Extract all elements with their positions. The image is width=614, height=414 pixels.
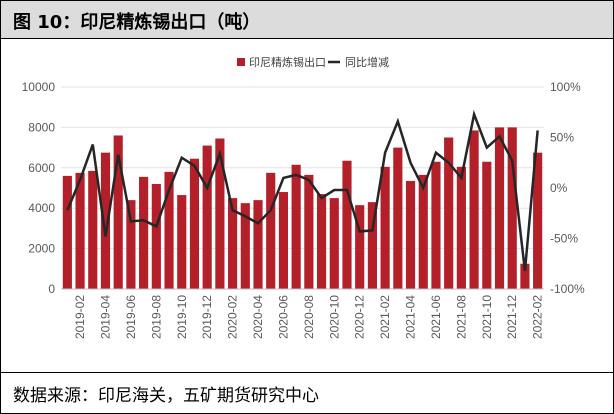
bar-2019-01 xyxy=(62,175,72,289)
bar-2020-02 xyxy=(228,198,238,289)
x-tick-label: 2019-02 xyxy=(73,295,87,339)
x-tick-label: 2021-04 xyxy=(404,295,418,339)
bar-2021-03 xyxy=(393,147,403,289)
x-tick-label: 2021-02 xyxy=(378,295,392,339)
bar-2019-04 xyxy=(100,152,111,289)
bar-series-exports xyxy=(62,127,543,290)
legend: 印尼精炼锡出口 同比增减 xyxy=(237,55,389,69)
bar-2020-11 xyxy=(342,160,352,289)
bar-2019-10 xyxy=(177,195,187,289)
y-left-tick-label: 2000 xyxy=(28,242,55,256)
bar-2019-03 xyxy=(88,170,98,289)
y-axis-right: -100% -50% 0% 50% 100% xyxy=(550,80,585,296)
bar-2021-01 xyxy=(367,202,377,289)
bar-2021-09 xyxy=(469,130,479,289)
bar-2020-10 xyxy=(329,198,339,289)
bar-2020-09 xyxy=(316,194,327,289)
y-left-tick-label: 4000 xyxy=(28,201,55,215)
bar-2020-05 xyxy=(266,172,276,289)
bar-2022-01 xyxy=(520,263,530,289)
x-tick-label: 2022-02 xyxy=(531,295,545,339)
x-tick-label: 2019-08 xyxy=(149,295,163,339)
bar-2021-07 xyxy=(444,137,454,289)
bar-2019-06 xyxy=(126,200,136,289)
bar-2019-07 xyxy=(139,176,149,289)
legend-label-exports: 印尼精炼锡出口 xyxy=(249,55,326,69)
legend-swatch-exports xyxy=(237,58,245,66)
figure-title: 图 10：印尼精炼锡出口（吨） xyxy=(13,12,261,33)
bar-2020-06 xyxy=(278,192,289,289)
x-tick-label: 2019-06 xyxy=(124,295,138,339)
line-series-yoy xyxy=(66,109,539,271)
x-tick-label: 2020-08 xyxy=(302,295,316,339)
x-tick-label: 2019-04 xyxy=(98,295,112,339)
bar-2021-02 xyxy=(380,166,390,289)
bar-2019-09 xyxy=(164,171,174,289)
y-left-tick-label: 10000 xyxy=(22,80,56,94)
bar-2022-02 xyxy=(533,152,543,289)
bar-2020-12 xyxy=(355,205,365,289)
bar-2020-07 xyxy=(291,164,301,289)
y-left-tick-label: 0 xyxy=(48,282,55,296)
bar-2019-08 xyxy=(151,183,161,289)
y-right-tick-label: 0% xyxy=(550,181,568,195)
bar-2019-02 xyxy=(75,172,85,289)
x-tick-label: 2020-12 xyxy=(353,295,367,339)
x-tick-label: 2021-12 xyxy=(505,295,519,339)
y-left-tick-label: 6000 xyxy=(28,161,55,175)
bar-2020-03 xyxy=(240,203,250,289)
bar-2021-11 xyxy=(494,127,505,290)
bar-2021-06 xyxy=(431,161,441,289)
x-axis: 2019-02 2019-04 2019-06 2019-08 2019-10 2019-… xyxy=(73,295,545,339)
bar-2021-08 xyxy=(456,166,466,289)
y-right-tick-label: -50% xyxy=(550,232,578,246)
x-tick-label: 2020-04 xyxy=(251,295,265,339)
x-tick-label: 2021-10 xyxy=(480,295,494,339)
x-tick-label: 2019-10 xyxy=(175,295,189,339)
bar-2019-05 xyxy=(113,135,123,289)
x-tick-label: 2019-12 xyxy=(200,295,214,339)
bar-2020-01 xyxy=(215,138,225,289)
bar-2020-04 xyxy=(253,200,263,289)
y-left-tick-label: 8000 xyxy=(28,120,55,134)
bar-2019-11 xyxy=(189,158,200,289)
x-tick-label: 2021-08 xyxy=(454,295,468,339)
legend-label-yoy: 同比增减 xyxy=(345,55,389,69)
y-right-tick-label: 50% xyxy=(550,131,574,145)
bar-2021-10 xyxy=(482,161,492,289)
bar-2019-12 xyxy=(202,145,212,289)
bar-2021-12 xyxy=(507,127,517,290)
figure-footer: 数据来源：印尼海关，五矿期货研究中心 xyxy=(1,372,613,413)
x-tick-label: 2020-06 xyxy=(276,295,290,339)
bar-2020-08 xyxy=(304,174,314,289)
x-tick-label: 2020-02 xyxy=(226,295,240,339)
bar-2021-04 xyxy=(405,180,416,289)
source-note: 数据来源：印尼海关，五矿期货研究中心 xyxy=(13,386,319,406)
y-right-tick-label: 100% xyxy=(550,80,581,94)
y-right-tick-label: -100% xyxy=(550,282,585,296)
x-tick-label: 2020-10 xyxy=(327,295,341,339)
chart: 印尼精炼锡出口 同比增减 0 2000 4000 6000 8000 10000 -100… xyxy=(22,55,585,339)
y-axis-left: 0 2000 4000 6000 8000 10000 xyxy=(22,80,56,296)
bar-2021-05 xyxy=(418,174,428,289)
figure-header: 图 10：印尼精炼锡出口（吨） xyxy=(1,1,613,39)
x-tick-label: 2021-06 xyxy=(429,295,443,339)
